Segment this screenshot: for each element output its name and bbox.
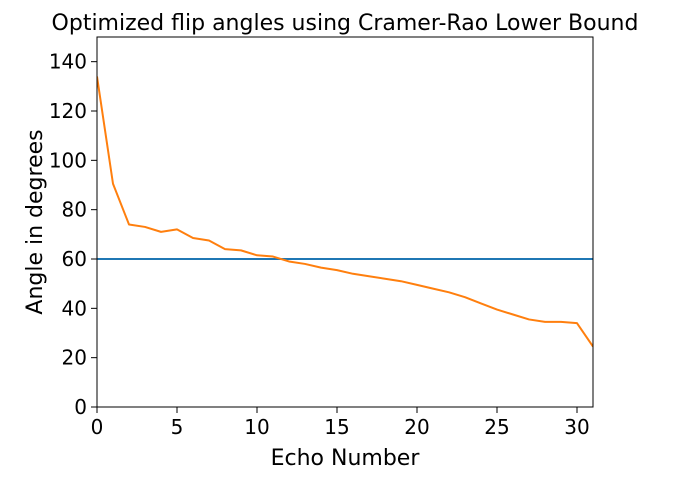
y-axis: 0 20 40 60 80 100 120 140 (49, 50, 97, 419)
y-tick-label: 100 (49, 148, 87, 172)
x-tick-label: 5 (171, 415, 184, 439)
x-tick-label: 20 (404, 415, 429, 439)
y-tick-label: 0 (74, 395, 87, 419)
x-axis: 0 5 10 15 20 25 30 (91, 407, 590, 439)
chart-title: Optimized flip angles using Cramer-Rao L… (52, 11, 639, 36)
y-axis-label: Angle in degrees (23, 129, 48, 314)
y-tick-label: 80 (62, 198, 87, 222)
axes-frame (96, 36, 594, 408)
y-tick-label: 140 (49, 50, 87, 74)
x-tick-label: 25 (484, 415, 509, 439)
y-tick-label: 60 (62, 247, 87, 271)
x-tick-label: 15 (324, 415, 349, 439)
series-line-optimized (97, 76, 593, 348)
x-tick-label: 10 (244, 415, 269, 439)
series-layer (97, 76, 593, 348)
y-tick-label: 120 (49, 99, 87, 123)
y-tick-label: 40 (62, 296, 87, 320)
x-tick-label: 0 (91, 415, 104, 439)
x-axis-label: Echo Number (271, 446, 421, 471)
x-tick-label: 30 (564, 415, 589, 439)
y-tick-label: 20 (62, 346, 87, 370)
